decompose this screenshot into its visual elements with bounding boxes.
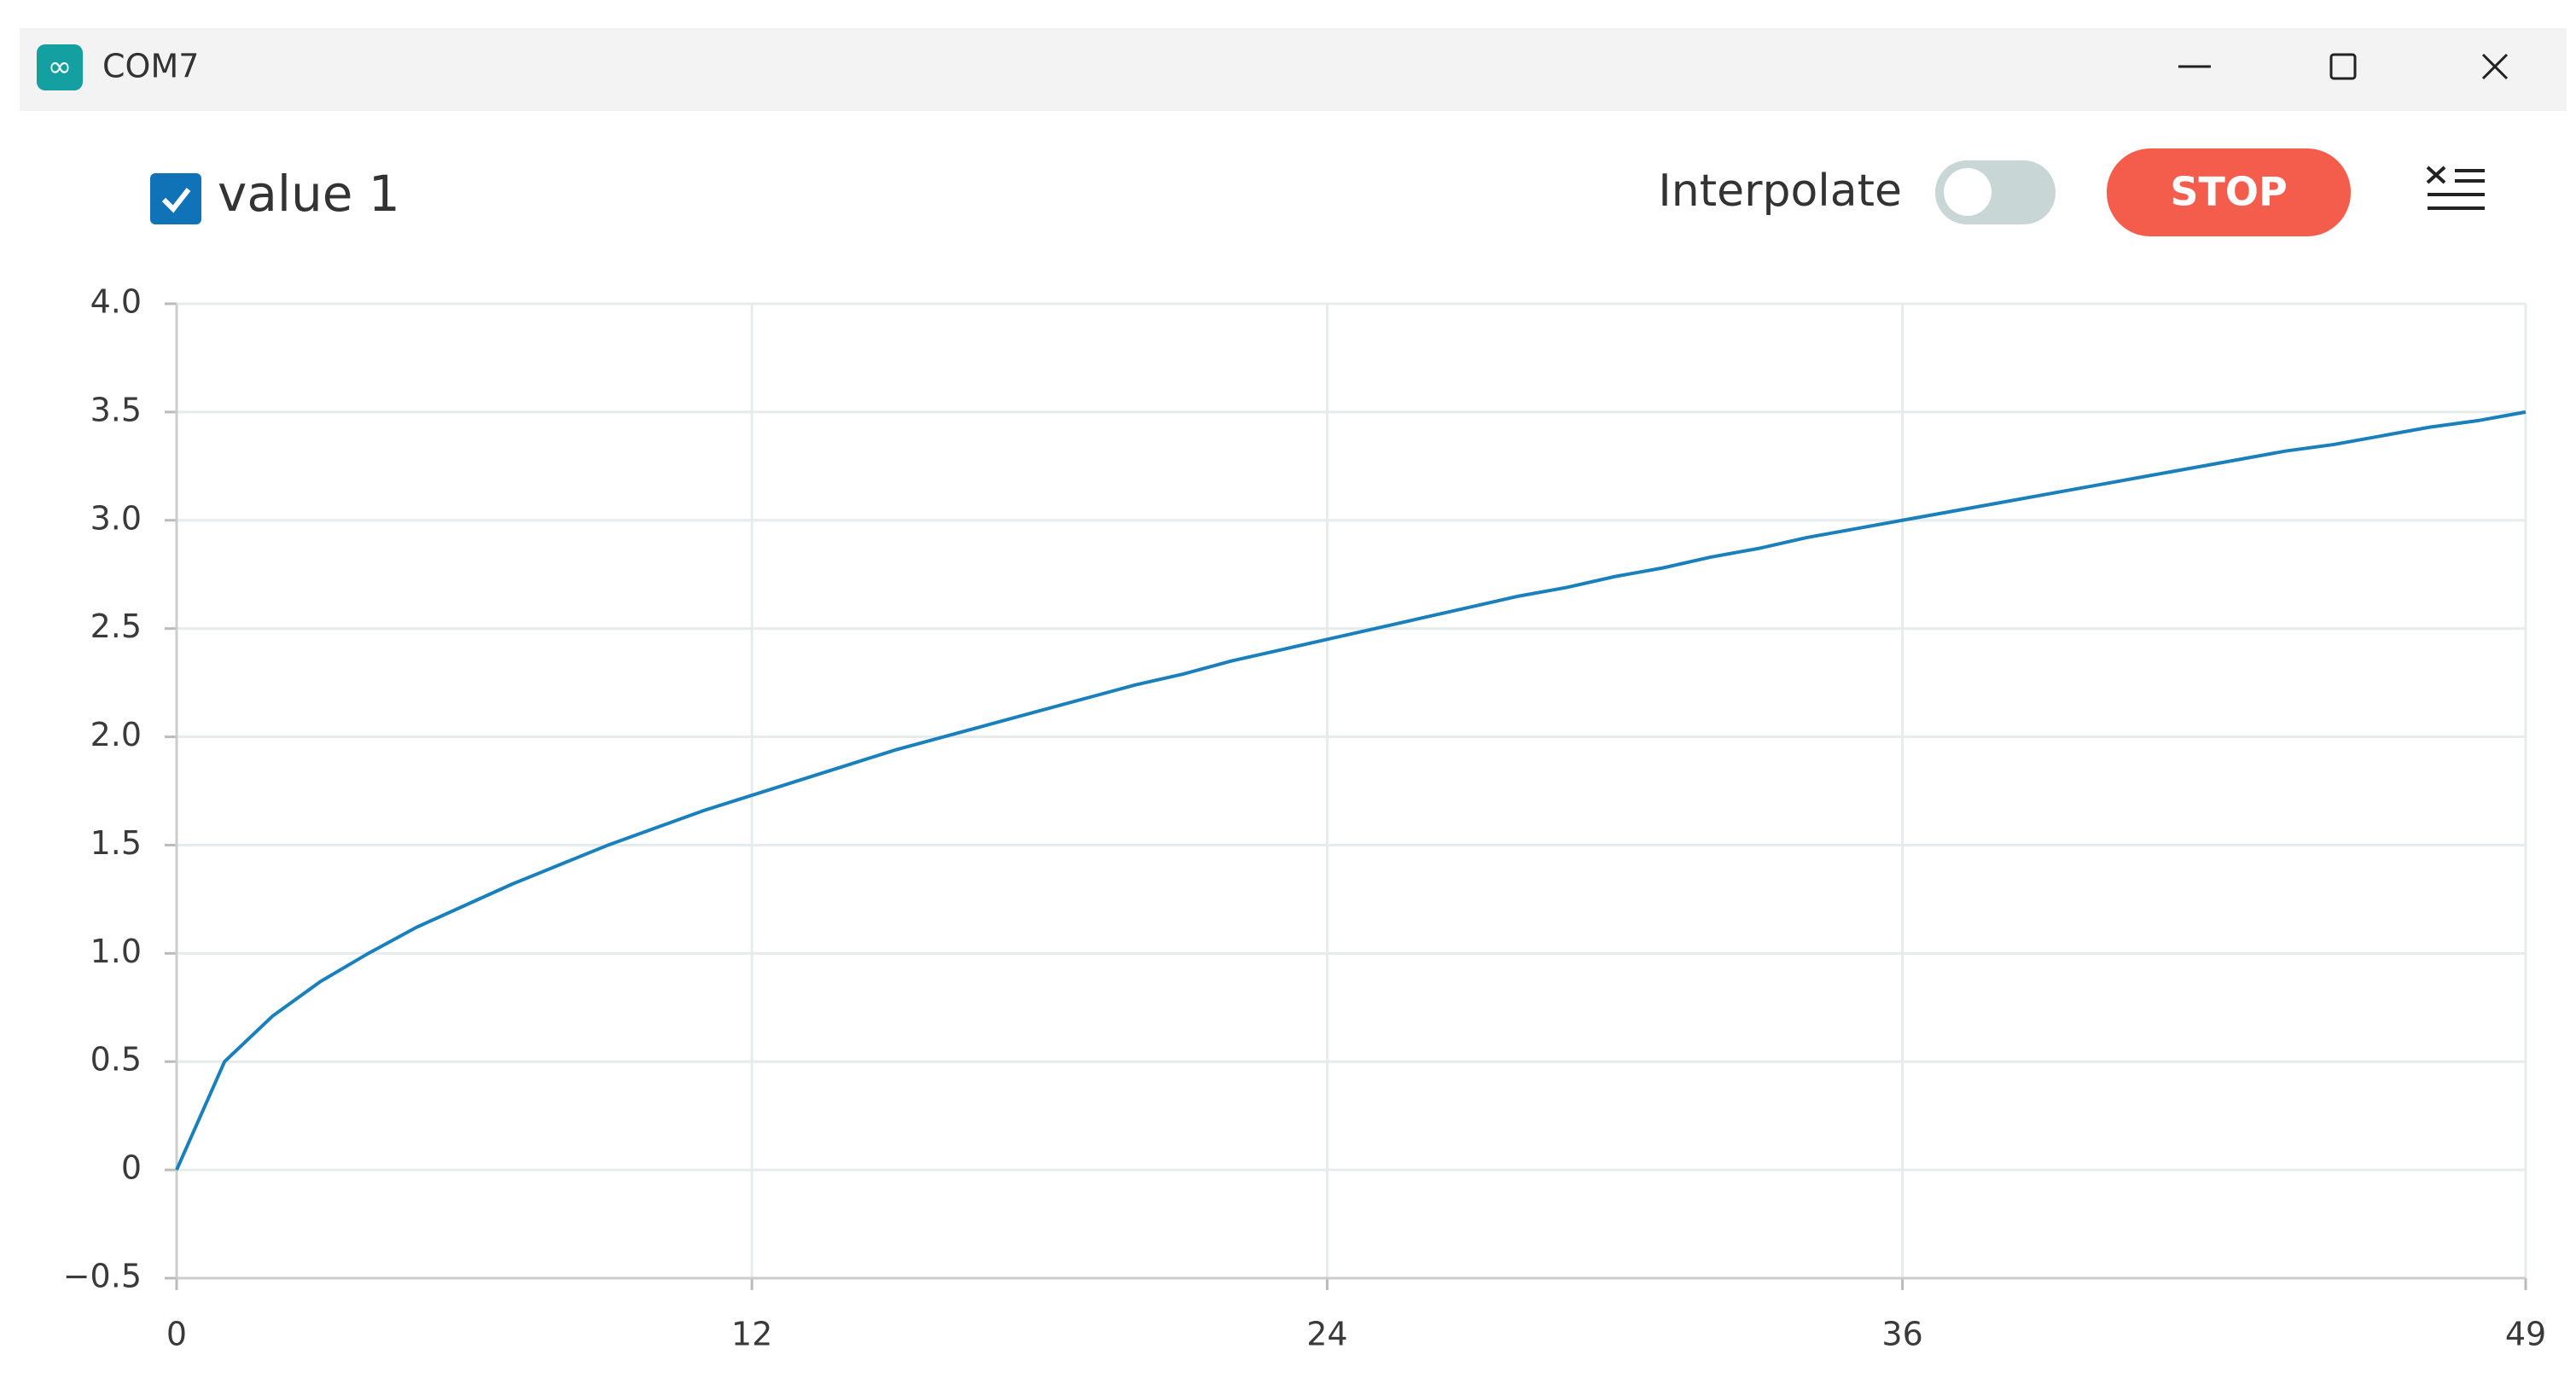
app-icon-glyph: ∞	[48, 50, 72, 84]
y-tick-label: 2.5	[90, 608, 142, 645]
toggle-knob	[1944, 168, 1992, 216]
y-tick-label: 1.0	[90, 933, 142, 970]
stop-label: STOP	[2170, 169, 2287, 215]
data-line	[175, 410, 2527, 1171]
window-title: COM7	[102, 48, 199, 85]
series-checkbox[interactable]	[150, 173, 201, 224]
x-tick-label: 0	[166, 1316, 187, 1353]
close-button[interactable]	[2481, 53, 2509, 80]
interpolate-label: Interpolate	[1658, 166, 1902, 217]
checkmark	[161, 188, 191, 213]
app-icon	[37, 44, 83, 90]
stop-button[interactable]	[2107, 148, 2351, 236]
y-tick-label: 0.5	[90, 1041, 142, 1079]
legend-label: value 1	[218, 165, 400, 223]
y-tick-label: 2.0	[90, 716, 142, 753]
x-tick-label: 36	[1881, 1316, 1922, 1353]
y-tick-label: 3.0	[90, 499, 142, 537]
x-tick-label: 12	[731, 1316, 772, 1353]
title-bar	[20, 28, 2567, 111]
y-tick-label: 1.5	[90, 824, 142, 862]
clear-icon	[2426, 166, 2485, 210]
y-tick-label: −0.5	[63, 1258, 142, 1295]
x-tick-label: 49	[2505, 1316, 2546, 1353]
interpolate-toggle[interactable]	[1935, 160, 2056, 224]
y-tick-label: 4.0	[90, 283, 142, 321]
legend-item[interactable]: value 1	[150, 165, 400, 224]
maximize-button[interactable]	[2329, 53, 2357, 80]
y-tick-label: 3.5	[90, 391, 142, 428]
y-tick-label: 0	[121, 1149, 142, 1187]
clear-button[interactable]	[2426, 166, 2485, 210]
x-tick-label: 24	[1306, 1316, 1347, 1353]
